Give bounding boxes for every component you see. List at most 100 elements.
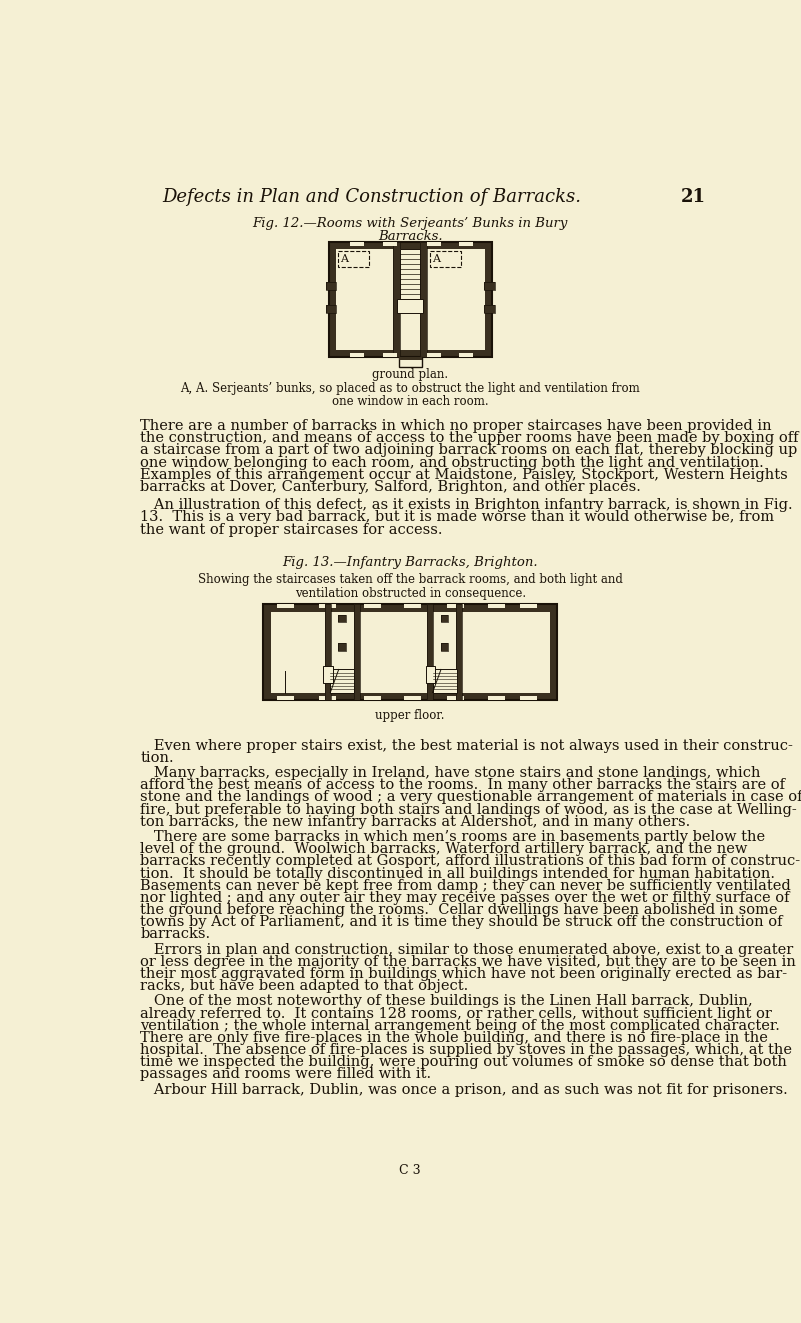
Bar [383, 242, 397, 246]
Bar [421, 242, 427, 357]
Bar [485, 282, 494, 290]
Text: An illustration of this defect, as it exists in Brighton infantry barrack, is sh: An illustration of this defect, as it ex… [140, 499, 793, 512]
Bar [421, 242, 427, 357]
Text: Fig. 12.—Rooms with Serjeants’ Bunks in Bury: Fig. 12.—Rooms with Serjeants’ Bunks in … [252, 217, 568, 229]
Text: afford the best means of access to the rooms.  In many other barracks the stairs: afford the best means of access to the r… [140, 778, 786, 792]
Text: ground plan.: ground plan. [372, 368, 449, 381]
Text: nor lighted ; and any outer air they may receive passes over the wet or filthy s: nor lighted ; and any outer air they may… [140, 890, 790, 905]
Text: the want of proper staircases for access.: the want of proper staircases for access… [140, 523, 443, 537]
Text: C 3: C 3 [400, 1164, 421, 1176]
Bar [326, 306, 336, 312]
Bar [325, 605, 331, 700]
Bar [404, 696, 421, 700]
Bar [326, 282, 336, 290]
Bar [319, 696, 336, 700]
Text: one window in each room.: one window in each room. [332, 396, 489, 409]
Text: hospital.  The absence of fire-places is supplied by stoves in the passages, whi: hospital. The absence of fire-places is … [140, 1043, 792, 1057]
Bar [485, 306, 494, 312]
Text: a staircase from a part of two adjoining barrack rooms on each flat, thereby blo: a staircase from a part of two adjoining… [140, 443, 798, 458]
Text: tion.  It should be totally discontinued in all buildings intended for human hab: tion. It should be totally discontinued … [140, 867, 775, 881]
Bar [263, 605, 557, 611]
Bar [326, 282, 336, 290]
Bar [353, 605, 360, 700]
Text: Basements can never be kept free from damp ; they can never be sufficiently vent: Basements can never be kept free from da… [140, 878, 791, 893]
Text: A, A. Serjeants’ bunks, so placed as to obstruct the light and ventilation from: A, A. Serjeants’ bunks, so placed as to … [180, 382, 640, 396]
Bar [364, 605, 380, 609]
Bar [263, 605, 271, 700]
Bar [350, 353, 364, 357]
Bar [263, 692, 557, 700]
Bar [263, 605, 557, 700]
Bar [549, 605, 557, 700]
Text: already referred to.  It contains 128 rooms, or rather cells, without sufficient: already referred to. It contains 128 roo… [140, 1007, 772, 1020]
Text: Errors in plan and construction, similar to those enumerated above, exist to a g: Errors in plan and construction, similar… [140, 942, 794, 957]
Bar [485, 282, 494, 290]
Bar [427, 605, 433, 700]
Text: level of the ground.  Woolwich barracks, Waterford artillery barrack, and the ne: level of the ground. Woolwich barracks, … [140, 843, 748, 856]
Text: the construction, and means of access to the upper rooms have been made by boxin: the construction, and means of access to… [140, 431, 799, 445]
Text: Examples of this arrangement occur at Maidstone, Paisley, Stockport, Western Hei: Examples of this arrangement occur at Ma… [140, 468, 788, 482]
Bar [364, 696, 380, 700]
Text: 13.  This is a very bad barrack, but it is made worse than it would otherwise be: 13. This is a very bad barrack, but it i… [140, 511, 775, 524]
Bar [277, 696, 294, 700]
Bar [353, 605, 360, 700]
Bar [427, 353, 441, 357]
Text: towns by Act of Parliament, and it is time they should be struck off the constru: towns by Act of Parliament, and it is ti… [140, 916, 783, 929]
Bar [339, 643, 346, 651]
Bar [328, 242, 492, 249]
Bar [488, 696, 505, 700]
Bar [330, 669, 354, 692]
Bar [393, 242, 400, 357]
Bar [339, 615, 346, 622]
Text: 21: 21 [681, 188, 706, 206]
Bar [393, 242, 400, 357]
Bar [350, 242, 364, 246]
Text: Defects in Plan and Construction of Barracks.: Defects in Plan and Construction of Barr… [162, 188, 581, 206]
Text: or less degree in the majority of the barracks we have visited, but they are to : or less degree in the majority of the ba… [140, 955, 796, 968]
Bar [459, 242, 473, 246]
Bar [459, 353, 473, 357]
Bar [425, 667, 435, 683]
Bar [456, 605, 462, 700]
Text: ventilation ; the whole internal arrangement being of the most complicated chara: ventilation ; the whole internal arrange… [140, 1019, 780, 1033]
Text: tion.: tion. [140, 751, 174, 765]
Text: their most aggravated form in buildings which have not been originally erected a: their most aggravated form in buildings … [140, 967, 787, 980]
Text: ventilation obstructed in consequence.: ventilation obstructed in consequence. [295, 587, 525, 601]
Bar [326, 306, 336, 312]
Bar [456, 605, 462, 700]
Bar [339, 643, 346, 651]
Text: barracks.: barracks. [140, 927, 211, 942]
Bar [400, 249, 421, 299]
Bar [441, 643, 449, 651]
Bar [339, 615, 346, 622]
Text: Showing the staircases taken off the barrack rooms, and both light and: Showing the staircases taken off the bar… [198, 573, 622, 586]
Text: barracks recently completed at Gosport, afford illustrations of this bad form of: barracks recently completed at Gosport, … [140, 855, 800, 868]
Text: There are some barracks in which men’s rooms are in basements partly below the: There are some barracks in which men’s r… [140, 830, 766, 844]
Bar [427, 605, 433, 700]
Bar [427, 242, 441, 246]
Bar [441, 615, 449, 622]
Bar [325, 605, 331, 700]
Bar [404, 605, 421, 609]
Bar [328, 242, 492, 357]
Text: There are only five fire-places in the whole building, and there is no fire-plac: There are only five fire-places in the w… [140, 1031, 768, 1045]
Bar [485, 306, 494, 312]
Text: One of the most noteworthy of these buildings is the Linen Hall barrack, Dublin,: One of the most noteworthy of these buil… [140, 995, 753, 1008]
Bar [263, 605, 557, 700]
Bar [441, 615, 449, 622]
Text: A: A [340, 254, 348, 263]
Text: Arbour Hill barrack, Dublin, was once a prison, and as such was not fit for pris: Arbour Hill barrack, Dublin, was once a … [140, 1082, 788, 1097]
Text: fire, but preferable to having both stairs and landings of wood, as is the case : fire, but preferable to having both stai… [140, 803, 797, 816]
Text: A: A [432, 254, 440, 263]
Bar [441, 643, 449, 651]
Bar [328, 242, 492, 357]
Bar [338, 251, 369, 266]
Bar [485, 242, 492, 357]
Text: racks, but have been adapted to that object.: racks, but have been adapted to that obj… [140, 979, 469, 994]
Text: time we inspected the building, were pouring out volumes of smoke so dense that : time we inspected the building, were pou… [140, 1056, 787, 1069]
Bar [383, 353, 397, 357]
Bar [433, 669, 457, 692]
Text: upper floor.: upper floor. [376, 709, 445, 722]
Text: Many barracks, especially in Ireland, have stone stairs and stone landings, whic: Many barracks, especially in Ireland, ha… [140, 766, 761, 781]
Bar [328, 351, 492, 357]
